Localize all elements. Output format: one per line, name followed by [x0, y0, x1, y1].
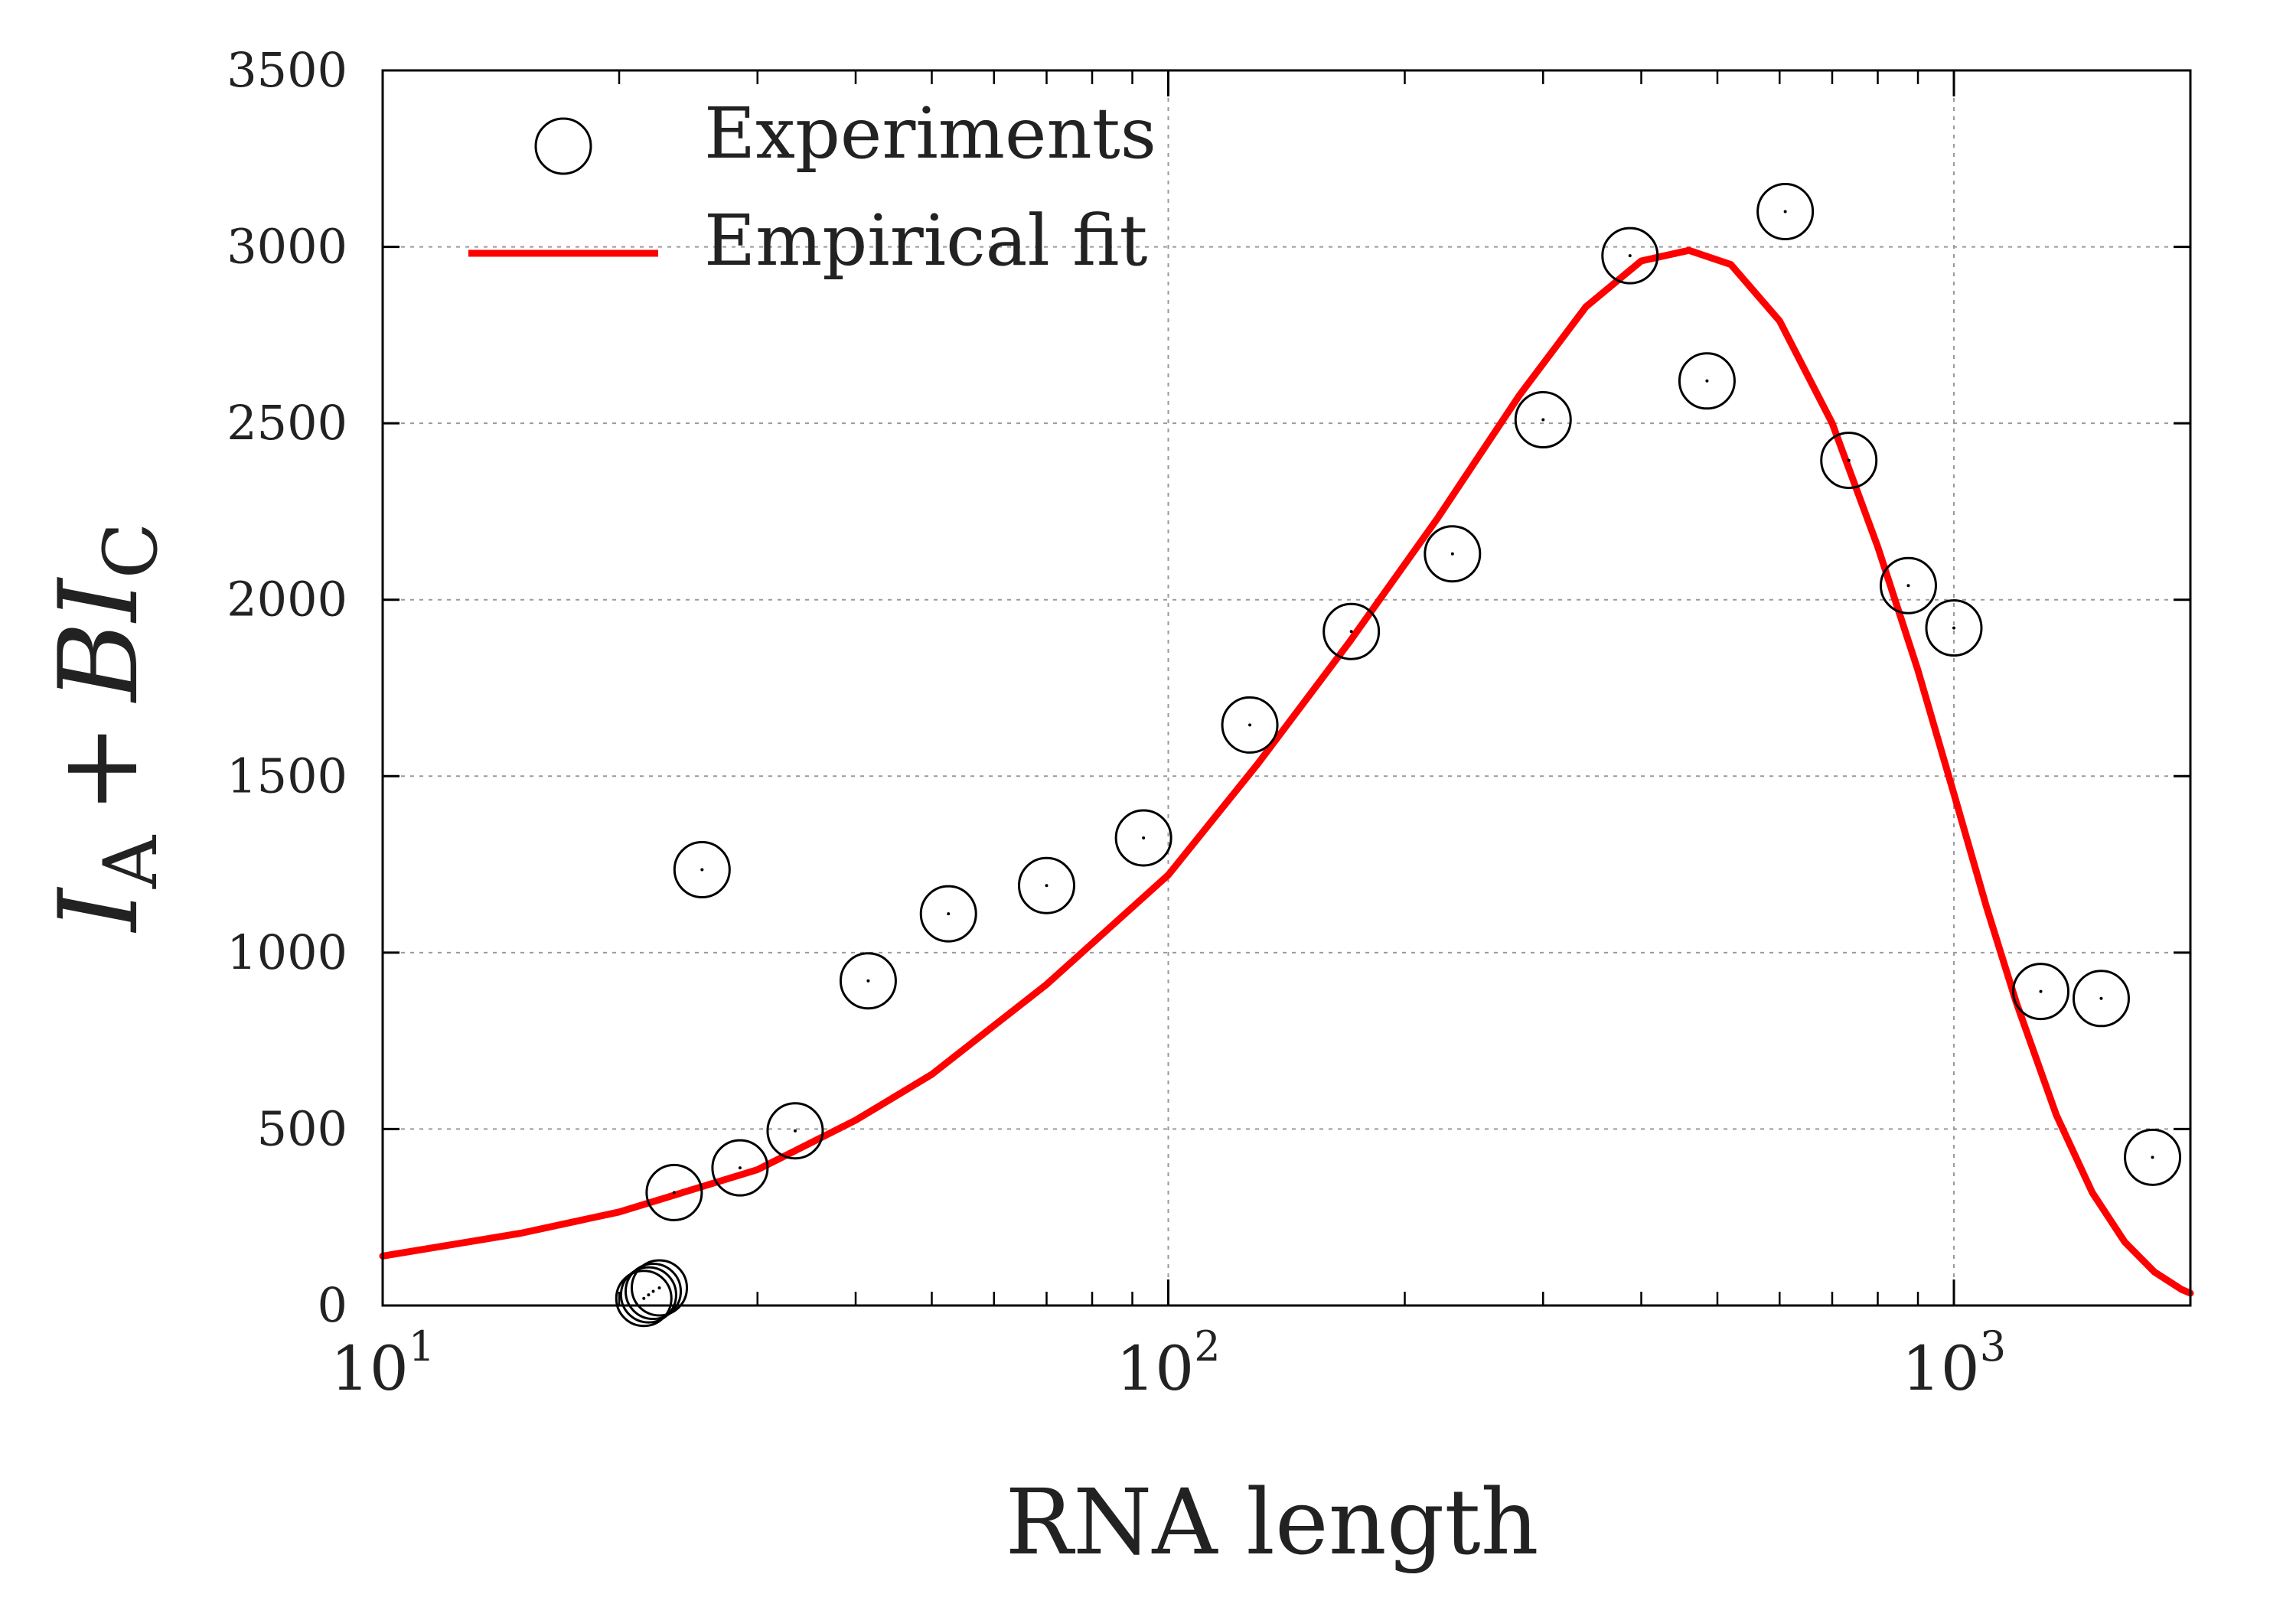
experiment-point-center — [1450, 552, 1454, 556]
fit-line-layer — [379, 246, 2194, 1297]
y-tick-label: 3000 — [227, 219, 347, 275]
experiment-point — [1925, 599, 1983, 657]
x-axis-title: RNA length — [1005, 1469, 1538, 1575]
experiment-point-center — [1906, 584, 1910, 588]
experiment-point-center — [1952, 626, 1955, 630]
experiment-point-center — [1847, 458, 1851, 462]
experiment-point — [1114, 809, 1172, 867]
experiment-point-center — [793, 1129, 797, 1133]
legend-experiments-label: Experiments — [704, 93, 1156, 174]
y-axis-title-plus: + — [36, 723, 162, 814]
y-tick-label: 500 — [257, 1100, 347, 1156]
y-axis-title-subscript-c: C — [88, 523, 174, 579]
experiment-point — [1756, 182, 1815, 240]
experiment-point — [1322, 602, 1381, 660]
y-axis-title: IA+BIC — [36, 523, 174, 934]
experiment-point-center — [1541, 418, 1545, 422]
experiment-point-center — [672, 1191, 676, 1195]
experiment-point — [625, 1263, 683, 1321]
experiment-point — [1820, 432, 1878, 490]
y-tick-label: 2000 — [227, 572, 347, 627]
experiment-point-center — [657, 1286, 661, 1289]
legend-experiments-marker — [534, 117, 592, 175]
grid — [383, 70, 2190, 1305]
experiment-point — [631, 1259, 689, 1317]
experiment-point-center — [1248, 723, 1252, 727]
x-tick-label: 102 — [1116, 1322, 1220, 1404]
y-axis-title-i-second: I — [36, 576, 162, 624]
y-axis-title-i: I — [36, 886, 162, 934]
svg-text:IA+BIC: IA+BIC — [36, 523, 174, 934]
experiment-point-center — [738, 1166, 742, 1170]
legend-empirical-fit-label: Empirical fit — [704, 200, 1148, 282]
x-tick-label: 103 — [1902, 1322, 2006, 1404]
experiment-point — [615, 1270, 673, 1328]
x-tick-label-base: 10 — [331, 1333, 409, 1404]
experiment-point — [1879, 556, 1937, 614]
y-axis-title-b: B — [36, 621, 162, 703]
experiment-point-center — [1783, 210, 1787, 214]
x-tick-label-base: 10 — [1902, 1333, 1980, 1404]
experiment-point-center — [2151, 1156, 2154, 1159]
experiment-point — [1601, 227, 1659, 285]
experiment-points-layer — [615, 182, 2182, 1328]
experiment-point — [1424, 525, 1482, 583]
empirical-fit-line — [379, 246, 2194, 1297]
experiment-point-center — [947, 912, 951, 916]
experiment-point — [2072, 970, 2130, 1028]
experiment-point — [645, 1163, 703, 1221]
y-tick-label: 1500 — [227, 748, 347, 804]
experiment-point — [673, 840, 731, 898]
experiment-point-center — [1705, 379, 1709, 383]
x-tick-label-exponent: 3 — [1980, 1322, 2006, 1371]
ticks — [381, 69, 2192, 1307]
experiment-point-center — [1045, 884, 1049, 888]
plot-frame — [381, 69, 2192, 1307]
experiment-point-center — [1142, 836, 1146, 839]
experiment-point — [711, 1139, 769, 1197]
experiment-point-center — [647, 1293, 651, 1297]
experiment-point — [839, 952, 897, 1010]
experiment-point — [766, 1102, 824, 1160]
y-tick-label: 1000 — [227, 924, 347, 980]
y-tick-label: 0 — [318, 1277, 347, 1333]
experiment-point — [2124, 1128, 2182, 1186]
experiment-point-center — [1628, 254, 1632, 258]
x-tick-label: 101 — [331, 1322, 435, 1404]
experiment-point-center — [1349, 630, 1353, 634]
experiment-point-center — [866, 979, 870, 983]
y-axis-title-subscript-a: A — [88, 834, 174, 889]
experiment-point — [1514, 391, 1572, 449]
experiment-point — [619, 1266, 677, 1324]
y-tick-label: 2500 — [227, 395, 347, 451]
x-tick-label-exponent: 1 — [409, 1322, 435, 1371]
legend: Experiments Empirical fit — [468, 93, 1156, 282]
x-tick-label-exponent: 2 — [1194, 1322, 1220, 1371]
experiment-point — [1221, 696, 1279, 754]
experiment-point — [2012, 963, 2070, 1021]
experiment-point-center — [642, 1296, 646, 1300]
experiment-point — [1017, 856, 1075, 914]
x-tick-label-base: 10 — [1116, 1333, 1194, 1404]
experiment-point — [919, 885, 977, 943]
y-tick-label: 3500 — [227, 42, 347, 98]
experiment-point-center — [700, 868, 704, 872]
experiment-point-center — [2039, 989, 2043, 993]
experiment-point-center — [651, 1289, 655, 1293]
experiment-point-center — [2099, 996, 2103, 1000]
experiment-point — [1678, 352, 1736, 410]
